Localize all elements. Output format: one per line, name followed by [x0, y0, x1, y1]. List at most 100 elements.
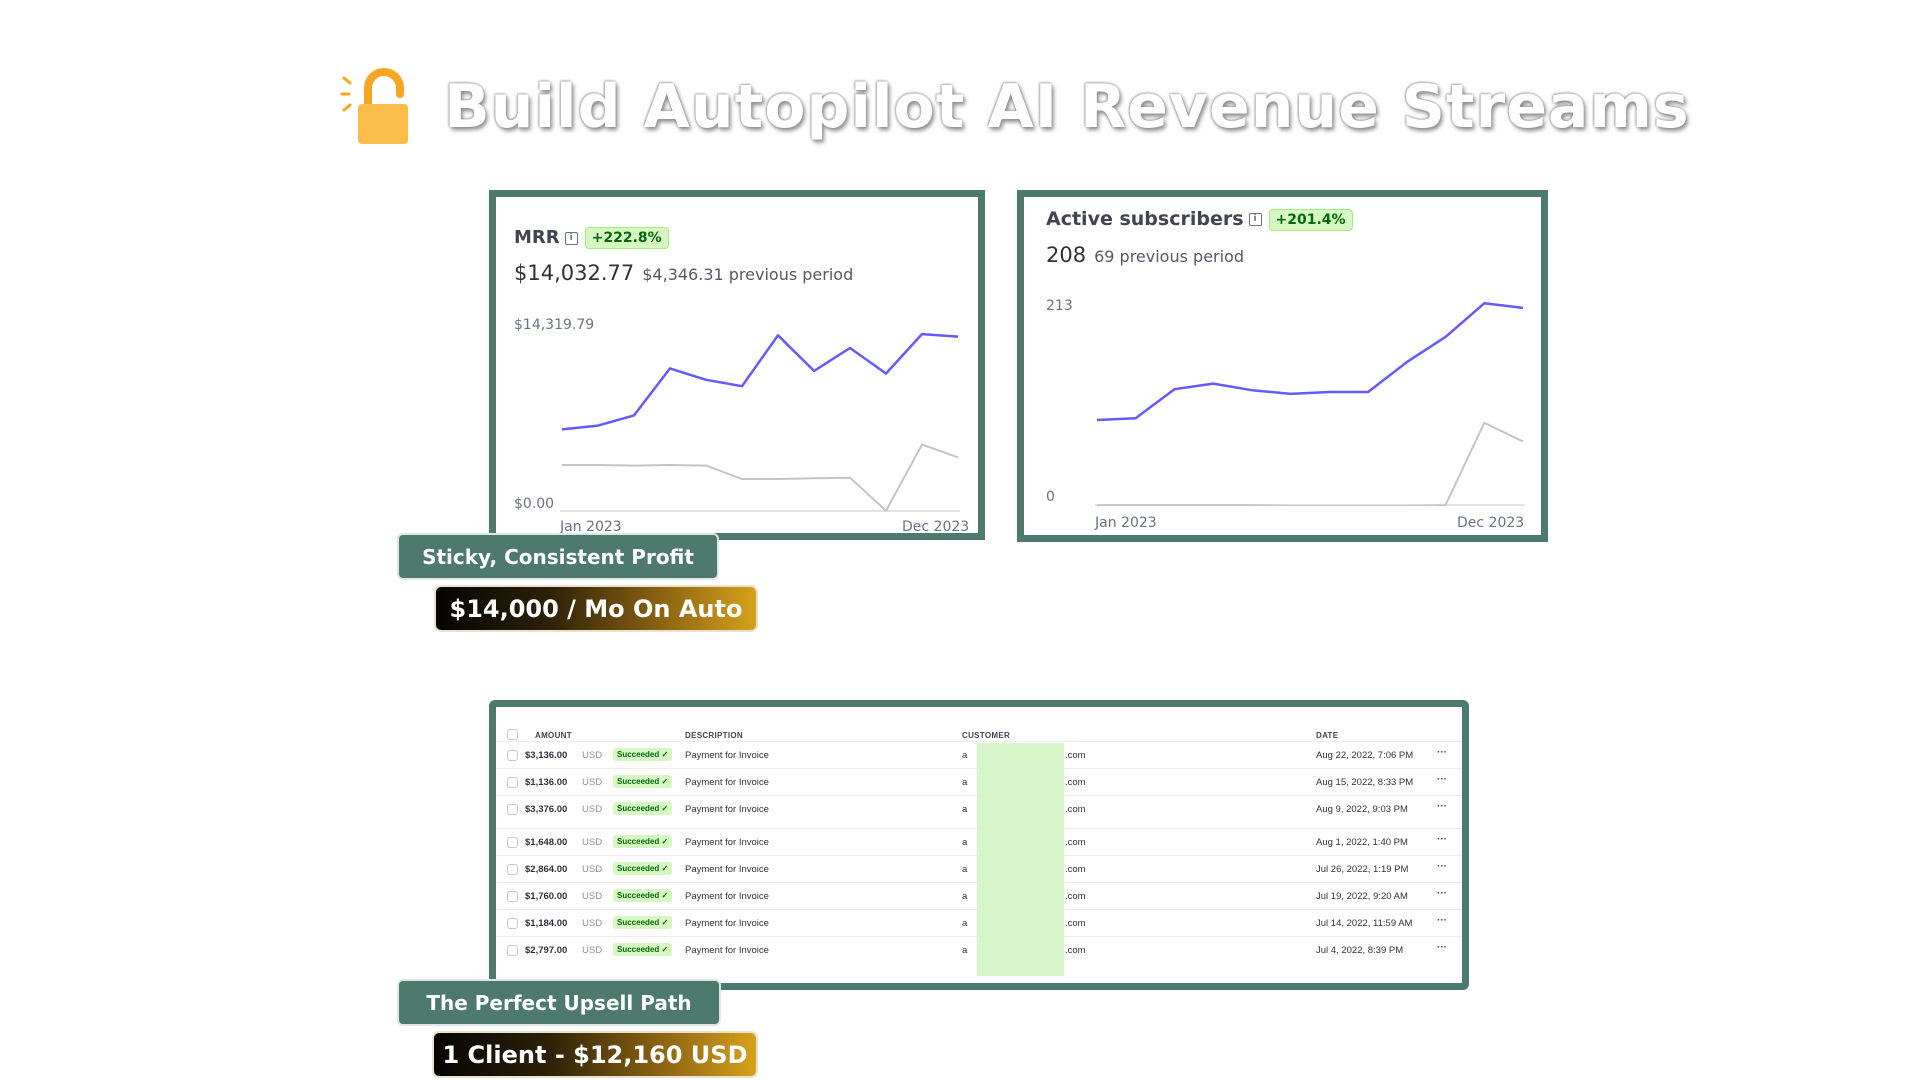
status-label: Succeeded [617, 864, 660, 873]
customer-suffix: .com [1065, 891, 1086, 902]
subscribers-change-badge: +201.4% [1268, 208, 1353, 231]
subscribers-y-bottom-label: 0 [1046, 489, 1055, 505]
mrr-value: $14,032.77 [514, 261, 635, 285]
description-cell: Payment for Invoice [685, 837, 769, 848]
mrr-card: MRR i +222.8% $14,032.77 $4,346.31 previous… [489, 190, 985, 540]
date-cell: Jul 14, 2022, 11:59 AM [1316, 918, 1413, 929]
more-actions-icon[interactable]: ··· [1437, 888, 1447, 899]
profit-value-tag: $14,000 / Mo On Auto [436, 587, 756, 630]
amount-cell: $3,136.00 [525, 750, 568, 761]
currency-cell: USD [582, 891, 603, 902]
status-label: Succeeded [617, 945, 660, 954]
currency-cell: USD [582, 945, 603, 956]
profit-label-tag: Sticky, Consistent Profit [399, 535, 717, 578]
customer-suffix: .com [1065, 918, 1086, 929]
unlocked-padlock-icon [340, 62, 420, 152]
status-label: Succeeded [617, 918, 660, 927]
mrr-x-end-label: Dec 2023 [902, 519, 970, 535]
table-row[interactable]: $3,136.00 USD Succeeded ✓ Payment for Invoi… [496, 741, 1462, 769]
mrr-line-chart [560, 332, 960, 512]
customer-suffix: .com [1065, 864, 1086, 875]
row-checkbox[interactable] [507, 945, 518, 956]
status-badge: Succeeded ✓ [613, 748, 673, 761]
currency-cell: USD [582, 804, 603, 815]
info-icon[interactable]: i [564, 231, 578, 245]
description-cell: Payment for Invoice [685, 918, 769, 929]
customer-prefix: a [962, 750, 968, 761]
customer-prefix: a [962, 864, 968, 875]
select-all-checkbox[interactable] [507, 729, 518, 740]
currency-cell: USD [582, 918, 603, 929]
row-checkbox[interactable] [507, 918, 518, 929]
status-badge: Succeeded ✓ [613, 775, 673, 788]
date-cell: Aug 22, 2022, 7:06 PM [1316, 750, 1414, 761]
row-checkbox[interactable] [507, 837, 518, 848]
check-icon: ✓ [661, 864, 669, 873]
subscribers-x-end-label: Dec 2023 [1457, 515, 1525, 531]
description-cell: Payment for Invoice [685, 804, 769, 815]
status-badge: Succeeded ✓ [613, 889, 673, 902]
amount-cell: $1,184.00 [525, 918, 568, 929]
date-cell: Jul 26, 2022, 1:19 PM [1316, 864, 1409, 875]
check-icon: ✓ [661, 918, 669, 927]
mrr-y-bottom-label: $0.00 [514, 496, 555, 512]
payments-table: AMOUNT DESCRIPTION CUSTOMER DATE $3,136.… [496, 707, 1462, 983]
customer-prefix: a [962, 891, 968, 902]
status-label: Succeeded [617, 777, 660, 786]
check-icon: ✓ [661, 891, 669, 900]
amount-cell: $1,760.00 [525, 891, 568, 902]
check-icon: ✓ [661, 777, 669, 786]
status-badge: Succeeded ✓ [613, 835, 673, 848]
status-badge: Succeeded ✓ [613, 862, 673, 875]
subscribers-title: Active subscribers [1046, 208, 1244, 230]
date-cell: Jul 4, 2022, 8:39 PM [1316, 945, 1404, 956]
description-header[interactable]: DESCRIPTION [685, 731, 743, 740]
customer-header[interactable]: CUSTOMER [962, 731, 1011, 740]
check-icon: ✓ [661, 837, 669, 846]
subscribers-x-start-label: Jan 2023 [1095, 515, 1157, 531]
more-actions-icon[interactable]: ··· [1437, 915, 1447, 926]
currency-cell: USD [582, 837, 603, 848]
customer-suffix: .com [1065, 837, 1086, 848]
current-period-line [561, 332, 959, 431]
description-cell: Payment for Invoice [685, 864, 769, 875]
more-actions-icon[interactable]: ··· [1437, 861, 1447, 872]
subscribers-card: Active subscribers i +201.4% 208 69 previou… [1017, 190, 1548, 542]
amount-header[interactable]: AMOUNT [535, 731, 572, 740]
customer-redaction [977, 743, 1064, 976]
description-cell: Payment for Invoice [685, 777, 769, 788]
date-header[interactable]: DATE [1316, 731, 1339, 740]
more-actions-icon[interactable]: ··· [1437, 801, 1447, 812]
row-checkbox[interactable] [507, 777, 518, 788]
previous-period-line [562, 443, 959, 512]
customer-suffix: .com [1065, 750, 1086, 761]
subscribers-title-row: Active subscribers i +201.4% [1046, 208, 1353, 231]
row-checkbox[interactable] [507, 804, 518, 815]
row-checkbox[interactable] [507, 750, 518, 761]
date-cell: Aug 1, 2022, 1:40 PM [1316, 837, 1408, 848]
row-checkbox[interactable] [507, 891, 518, 902]
previous-period-line [1097, 421, 1524, 506]
status-label: Succeeded [617, 837, 660, 846]
info-icon[interactable]: i [1248, 213, 1262, 226]
mrr-title-row: MRR i +222.8% [514, 227, 669, 249]
upsell-label-tag: The Perfect Upsell Path [399, 981, 719, 1024]
status-badge: Succeeded ✓ [613, 916, 673, 929]
date-cell: Aug 15, 2022, 8:33 PM [1316, 777, 1414, 788]
mrr-previous: $4,346.31 previous period [642, 265, 854, 284]
row-checkbox[interactable] [507, 864, 518, 875]
amount-cell: $2,797.00 [525, 945, 568, 956]
more-actions-icon[interactable]: ··· [1437, 774, 1447, 785]
customer-prefix: a [962, 804, 968, 815]
date-cell: Aug 9, 2022, 9:03 PM [1316, 804, 1408, 815]
currency-cell: USD [582, 750, 603, 761]
mrr-title: MRR [514, 227, 560, 248]
more-actions-icon[interactable]: ··· [1437, 834, 1447, 845]
more-actions-icon[interactable]: ··· [1437, 942, 1447, 953]
current-period-line [1096, 302, 1524, 422]
amount-cell: $2,864.00 [525, 864, 568, 875]
more-actions-icon[interactable]: ··· [1437, 747, 1447, 758]
status-label: Succeeded [617, 804, 660, 813]
status-badge: Succeeded ✓ [613, 802, 673, 815]
mrr-x-start-label: Jan 2023 [560, 519, 622, 535]
